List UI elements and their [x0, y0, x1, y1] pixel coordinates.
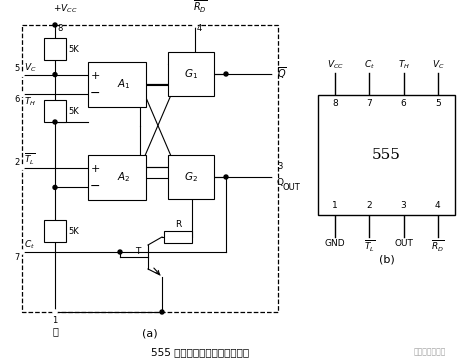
Text: $G_2$: $G_2$ — [184, 170, 198, 184]
Text: $\overline{T_L}$: $\overline{T_L}$ — [364, 239, 375, 254]
Bar — [168, 155, 214, 199]
Text: 2: 2 — [15, 158, 20, 167]
Text: $\overline{Q}$: $\overline{Q}$ — [277, 65, 287, 81]
Text: −: − — [90, 87, 100, 99]
Text: 7: 7 — [366, 99, 372, 108]
Text: Q: Q — [277, 178, 284, 187]
Text: $A_2$: $A_2$ — [117, 171, 131, 185]
Circle shape — [273, 72, 277, 76]
Text: 8: 8 — [57, 24, 63, 33]
Circle shape — [224, 72, 228, 76]
Text: $C_t$: $C_t$ — [24, 238, 35, 251]
FancyBboxPatch shape — [22, 25, 278, 312]
Bar — [164, 231, 192, 243]
Text: 4: 4 — [435, 202, 441, 210]
Text: 5K: 5K — [68, 226, 79, 236]
Text: −: − — [90, 179, 100, 193]
Text: 8: 8 — [332, 99, 338, 108]
Circle shape — [20, 250, 24, 254]
Bar — [88, 155, 146, 200]
Circle shape — [53, 185, 57, 189]
Bar — [318, 95, 455, 215]
Circle shape — [20, 92, 24, 96]
Text: 5K: 5K — [68, 44, 79, 54]
Text: (a): (a) — [142, 329, 158, 339]
Text: $C_t$: $C_t$ — [364, 59, 375, 71]
Text: +: + — [91, 71, 100, 81]
Text: +: + — [91, 164, 100, 174]
Text: GND: GND — [325, 239, 346, 248]
Bar — [44, 100, 66, 122]
Text: 4: 4 — [197, 24, 202, 33]
Bar — [44, 220, 66, 242]
Text: 5K: 5K — [68, 107, 79, 115]
Circle shape — [53, 310, 57, 314]
Text: R: R — [175, 220, 181, 229]
Circle shape — [118, 250, 122, 254]
Text: $\overline{T_L}$: $\overline{T_L}$ — [24, 151, 35, 167]
Text: $V_{CC}$: $V_{CC}$ — [327, 59, 344, 71]
Text: (b): (b) — [379, 254, 394, 264]
Circle shape — [20, 72, 24, 77]
Text: 东农电气实验室: 东农电气实验室 — [414, 348, 446, 356]
Text: $A_1$: $A_1$ — [117, 78, 131, 91]
Text: 1: 1 — [52, 316, 58, 325]
Text: 3: 3 — [277, 162, 283, 171]
Circle shape — [53, 120, 57, 124]
Text: 7: 7 — [15, 253, 20, 262]
Text: $\overline{R_D}$: $\overline{R_D}$ — [431, 239, 445, 254]
Circle shape — [20, 165, 24, 170]
Circle shape — [193, 23, 197, 27]
Text: 6: 6 — [15, 95, 20, 104]
Circle shape — [53, 23, 57, 27]
Text: 地: 地 — [52, 326, 58, 336]
Text: 3: 3 — [401, 202, 407, 210]
Text: 555 定时器内部框图及引脚排列: 555 定时器内部框图及引脚排列 — [151, 347, 249, 357]
Bar — [88, 62, 146, 107]
Text: OUT: OUT — [394, 239, 413, 248]
Circle shape — [53, 72, 57, 76]
Text: OUT: OUT — [283, 183, 301, 192]
Circle shape — [224, 175, 228, 179]
Text: $V_C$: $V_C$ — [24, 61, 36, 74]
Text: 1: 1 — [332, 202, 338, 210]
Text: T: T — [135, 248, 140, 257]
Circle shape — [273, 175, 277, 179]
Text: +$V_{CC}$: +$V_{CC}$ — [53, 3, 78, 15]
Bar — [168, 52, 214, 96]
Text: 5: 5 — [15, 64, 20, 72]
Text: 6: 6 — [401, 99, 407, 108]
Text: $T_H$: $T_H$ — [24, 95, 36, 108]
Circle shape — [160, 310, 164, 314]
Text: 2: 2 — [366, 202, 372, 210]
Text: 5: 5 — [435, 99, 441, 108]
Text: $T_H$: $T_H$ — [398, 59, 410, 71]
Bar — [44, 38, 66, 60]
Text: 555: 555 — [372, 148, 401, 162]
Text: $V_C$: $V_C$ — [432, 59, 444, 71]
Text: $G_1$: $G_1$ — [184, 67, 198, 81]
Text: $\overline{R_D}$: $\overline{R_D}$ — [193, 0, 207, 15]
